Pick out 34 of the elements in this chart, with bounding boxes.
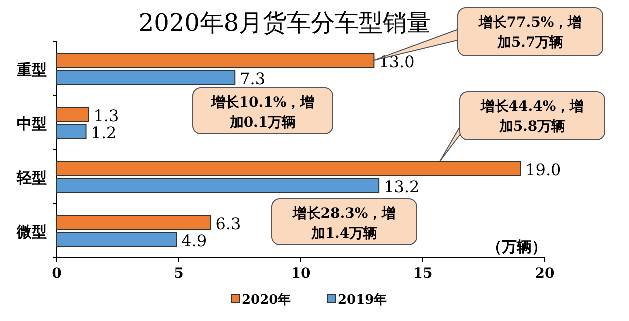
x-tick-label: 0 [52,266,62,282]
y-tick-label: 微型 [16,223,47,241]
legend-label: 2019年 [338,293,388,308]
y-tick-label: 重型 [16,61,47,79]
x-tick-label: 10 [291,266,311,282]
data-label: 19.0 [526,160,562,180]
annotation: 增长44.4%，增加5.8万辆 [480,99,584,135]
y-tick-label: 中型 [17,115,47,133]
bar [56,178,380,193]
bar [56,70,236,85]
data-label: 4.9 [182,232,208,250]
legend-label: 2020年 [242,293,292,308]
bar [56,161,522,176]
data-label: 13.2 [384,178,420,196]
annotation: 增长10.1%，增加0.1万辆 [210,95,315,131]
bar [56,107,90,122]
bar [56,232,178,247]
x-tick-label: 20 [535,266,555,282]
x-axis-title: （万辆） [487,238,547,256]
data-label: 1.3 [94,106,120,126]
x-tick-label: 15 [413,266,433,282]
data-label: 1.2 [91,124,117,142]
chart-title: 2020年8月货车分车型销量 [138,9,432,37]
annotation: 增长10.1%，增加0.1万辆 [192,88,334,134]
bar [56,124,87,139]
annotation: 增长28.3%，增加1.4万辆 [272,198,418,246]
y-tick-label: 轻型 [16,169,47,187]
bar [56,215,212,230]
annotation: 增长28.3%，增加1.4万辆 [292,206,396,242]
annotation: 增长44.4%，增加5.8万辆 [440,92,606,162]
data-label: 7.3 [240,70,266,88]
x-tick-label: 5 [174,266,184,282]
annotation: 增长77.5%，增加5.7万辆 [478,15,582,51]
data-label: 6.3 [216,214,242,234]
